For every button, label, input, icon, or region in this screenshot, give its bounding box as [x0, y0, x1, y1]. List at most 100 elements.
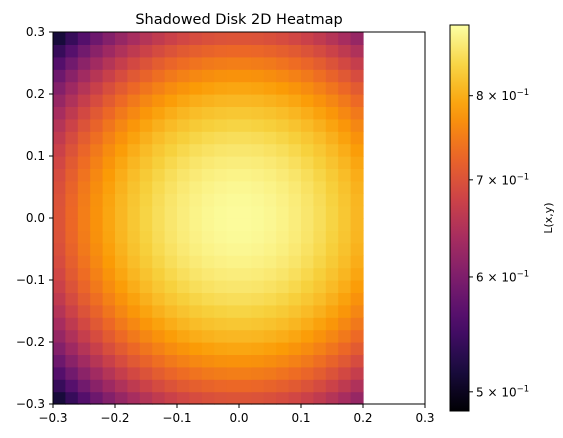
heatmap-cell — [152, 280, 166, 293]
heatmap-cell — [338, 118, 352, 132]
heatmap-cell — [127, 379, 141, 393]
heatmap-cell — [164, 106, 178, 120]
heatmap-cell — [90, 193, 104, 207]
heatmap-cell — [53, 329, 66, 343]
heatmap-cell — [127, 342, 141, 355]
heatmap-cell — [226, 292, 240, 306]
heatmap-cell — [288, 94, 302, 107]
heatmap-cell — [90, 342, 104, 355]
heatmap-cell — [189, 218, 203, 231]
heatmap-cell — [139, 143, 153, 157]
heatmap-cell — [152, 292, 166, 306]
heatmap-cell — [164, 379, 178, 393]
heatmap-cell — [301, 205, 314, 219]
heatmap-cell — [239, 304, 252, 318]
heatmap-cell — [276, 131, 290, 145]
heatmap-cell — [350, 366, 364, 380]
heatmap-cell — [139, 205, 153, 219]
heatmap-cell — [301, 143, 314, 157]
heatmap-cell — [152, 156, 166, 169]
heatmap-cell — [65, 81, 79, 95]
heatmap-cell — [90, 106, 104, 120]
heatmap-cell — [65, 131, 79, 145]
heatmap-cell — [226, 168, 240, 182]
heatmap-cell — [350, 106, 364, 120]
heatmap-cell — [276, 56, 290, 70]
heatmap-cell — [177, 255, 190, 269]
heatmap-cell — [164, 280, 178, 293]
heatmap-cell — [313, 218, 327, 231]
heatmap-cell — [239, 156, 252, 169]
heatmap-cell — [226, 230, 240, 244]
heatmap-cell — [251, 342, 265, 355]
heatmap-cell — [152, 106, 166, 120]
heatmap-cell — [77, 44, 91, 58]
heatmap-cell — [263, 193, 277, 207]
heatmap-cell — [164, 317, 178, 331]
heatmap-cell — [301, 44, 314, 58]
heatmap-cell — [313, 366, 327, 380]
heatmap-cell — [251, 292, 265, 306]
heatmap-cell — [177, 292, 190, 306]
x-tick-label: −0.2 — [100, 411, 129, 425]
heatmap-cell — [90, 143, 104, 157]
heatmap-cell — [53, 292, 66, 306]
heatmap-cell — [201, 242, 215, 256]
heatmap-cell — [77, 106, 91, 120]
heatmap-cell — [350, 44, 364, 58]
heatmap-cell — [251, 242, 265, 256]
heatmap-cell — [338, 391, 352, 405]
heatmap-cell — [251, 69, 265, 83]
heatmap-cell — [152, 180, 166, 194]
heatmap-cell — [90, 354, 104, 368]
heatmap-cell — [226, 366, 240, 380]
heatmap-cell — [77, 193, 91, 207]
heatmap-cell — [350, 193, 364, 207]
heatmap-cell — [90, 81, 104, 95]
heatmap-cell — [177, 280, 190, 293]
heatmap-cell — [301, 379, 314, 393]
heatmap-cell — [115, 230, 128, 244]
heatmap-cell — [127, 255, 141, 269]
heatmap-cell — [313, 106, 327, 120]
heatmap-cell — [90, 56, 104, 70]
heatmap-cell — [201, 118, 215, 132]
heatmap-cell — [139, 317, 153, 331]
heatmap-cell — [338, 230, 352, 244]
heatmap-cell — [338, 342, 352, 355]
colorbar-tick-label: 8 × 10−1 — [476, 88, 529, 103]
heatmap-cell — [65, 391, 79, 405]
heatmap-cell — [239, 317, 252, 331]
heatmap-cell — [164, 342, 178, 355]
heatmap-cell — [77, 143, 91, 157]
heatmap-cell — [201, 304, 215, 318]
heatmap-cell — [77, 81, 91, 95]
heatmap-cell — [65, 354, 79, 368]
heatmap-cell — [301, 230, 314, 244]
heatmap-cell — [77, 118, 91, 132]
heatmap-cell — [239, 242, 252, 256]
heatmap-cell — [127, 44, 141, 58]
heatmap-cell — [53, 56, 66, 70]
heatmap-cell — [338, 218, 352, 231]
heatmap-cell — [338, 56, 352, 70]
heatmap-cell — [115, 193, 128, 207]
heatmap-cell — [301, 267, 314, 281]
heatmap-cell — [189, 168, 203, 182]
heatmap-cell — [90, 131, 104, 145]
heatmap-cell — [139, 44, 153, 58]
heatmap-cell — [53, 354, 66, 368]
heatmap-cell — [288, 156, 302, 169]
heatmap-cell — [90, 379, 104, 393]
heatmap-cell — [152, 69, 166, 83]
chart-title: Shadowed Disk 2D Heatmap — [135, 12, 342, 28]
heatmap-cell — [301, 69, 314, 83]
heatmap-cell — [251, 118, 265, 132]
heatmap-cell — [263, 304, 277, 318]
heatmap-cell — [313, 131, 327, 145]
colorbar-tick-label: 6 × 10−1 — [476, 269, 529, 284]
heatmap-cell — [239, 69, 252, 83]
heatmap-cell — [65, 366, 79, 380]
heatmap-cell — [263, 56, 277, 70]
heatmap-cell — [263, 230, 277, 244]
